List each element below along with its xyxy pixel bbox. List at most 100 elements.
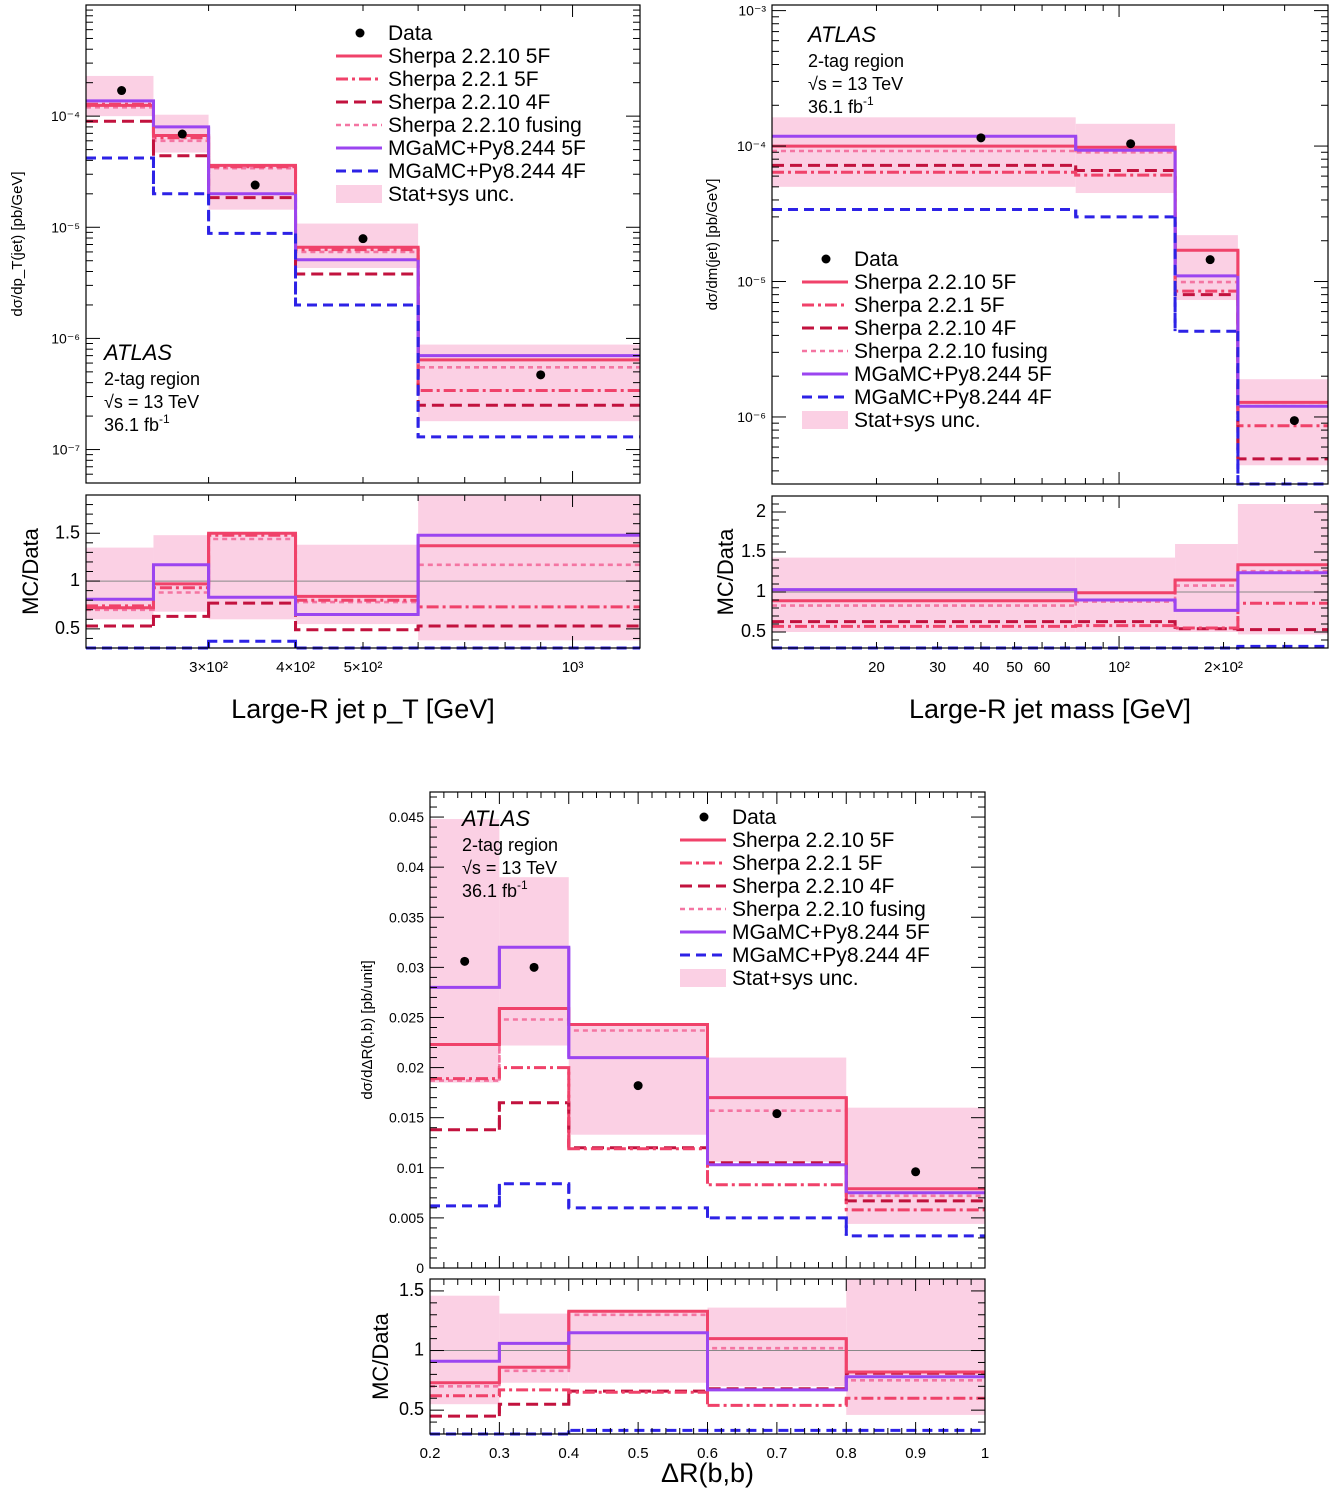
ratio-unc-band (208, 533, 296, 620)
data-point (1126, 139, 1136, 149)
legend-label: Sherpa 2.2.10 fusing (854, 340, 1048, 363)
ratio-unc-band (1075, 557, 1176, 632)
y-tick-label: 10⁻⁵ (51, 219, 80, 235)
y-axis-label: dσ/dm(jet) [pb/GeV] (704, 179, 721, 311)
ratio-plot: 20 30 40 50 60 10² 2×10² 0.5 1 1.5 2 MC/Data (713, 495, 1329, 676)
x-tick-label: 0.4 (558, 1445, 579, 1462)
unc-band (295, 223, 419, 269)
ratio-unc-band (772, 557, 1076, 632)
legend-entry-sfus: Sherpa 2.2.10 fusing (680, 898, 926, 921)
x-tick-label: 4×10² (276, 659, 315, 676)
y-tick-label: 10⁻⁴ (737, 138, 766, 154)
y-tick-label: 10⁻⁶ (737, 409, 766, 425)
legend-entry-mg4: MGaMC+Py8.244 4F (680, 944, 930, 967)
y-tick-label: 0.5 (399, 1399, 424, 1419)
legend-label: MGaMC+Py8.244 5F (854, 363, 1052, 386)
chart-pt: 10⁻⁷ 10⁻⁶ 10⁻⁵ 10⁻⁴ dσ/dp_T(jet) [pb/GeV] 3×1… (9, 4, 641, 724)
y-tick-label: 1.5 (399, 1280, 424, 1300)
region-label: 2-tag region (104, 369, 200, 389)
legend-data-marker (355, 28, 365, 38)
x-tick-label: 2×10² (1204, 659, 1243, 676)
legend-label: Sherpa 2.2.10 4F (388, 91, 550, 114)
legend-label: MGaMC+Py8.244 4F (854, 386, 1052, 409)
legend-label: Sherpa 2.2.10 4F (732, 875, 894, 898)
ratio-y-label: MC/Data (713, 528, 738, 616)
data-point (529, 962, 539, 972)
x-tick-label: 0.3 (489, 1445, 510, 1462)
data-point (976, 133, 986, 143)
data-point (1205, 255, 1215, 265)
x-axis-label: Large-R jet mass [GeV] (909, 694, 1191, 724)
data-point (250, 180, 260, 190)
legend-entry-s5: Sherpa 2.2.10 5F (336, 45, 550, 68)
legend-label: Data (854, 248, 899, 271)
unc-band (1175, 235, 1238, 301)
legend-label: Stat+sys unc. (388, 183, 515, 206)
x-tick-label: 20 (868, 659, 885, 676)
y-tick-label: 1 (414, 1340, 424, 1360)
x-axis-label: ΔR(b,b) (661, 1458, 754, 1488)
x-tick-label: 30 (929, 659, 946, 676)
y-tick-label: 10⁻⁴ (51, 108, 80, 124)
legend-entry-data: Data (699, 806, 777, 829)
ratio-unc-band (153, 535, 209, 612)
unc-band (499, 877, 569, 1046)
lumi-label: 36.1 fb-1 (104, 412, 170, 435)
energy-label: √s = 13 TeV (808, 74, 903, 94)
atlas-label: ATLAS (102, 340, 172, 365)
legend-entry-mg5: MGaMC+Py8.244 5F (802, 363, 1052, 386)
ratio-plot: 3×10² 4×10² 5×10² 10³ 0.5 1 1.5 MC/Data (18, 494, 641, 676)
unc-band (846, 1107, 985, 1224)
unc-band (418, 344, 640, 422)
y-tick-label: 0.03 (397, 959, 424, 975)
y-tick-label: 0.04 (397, 859, 424, 875)
y-tick-label: 0.015 (389, 1110, 424, 1126)
y-axis-label: dσ/dΔR(b,b) [pb/unit] (359, 960, 376, 1099)
legend-label: Stat+sys unc. (732, 967, 859, 990)
energy-label: √s = 13 TeV (104, 392, 199, 412)
main-frame (771, 4, 1329, 485)
legend-label: Sherpa 2.2.1 5F (732, 852, 883, 875)
legend-entry-unc: Stat+sys unc. (336, 183, 515, 206)
legend-unc-swatch (680, 969, 726, 987)
x-tick-label: 3×10² (189, 659, 228, 676)
legend-label: Sherpa 2.2.10 5F (732, 829, 894, 852)
legend-entry-sfus: Sherpa 2.2.10 fusing (336, 114, 582, 137)
main-plot: 10⁻⁶ 10⁻⁵ 10⁻⁴ 10⁻³ dσ/dm(jet) [pb/GeV] (704, 3, 1329, 486)
ratio-unc-band (1237, 504, 1328, 635)
legend-unc-swatch (802, 411, 848, 429)
region-label: 2-tag region (462, 835, 558, 855)
legend-entry-unc: Stat+sys unc. (680, 967, 859, 990)
legend-label: MGaMC+Py8.244 4F (732, 944, 930, 967)
legend-label: Data (388, 22, 433, 45)
y-tick-label: 10⁻⁶ (51, 330, 80, 346)
x-tick-label: 0.2 (420, 1445, 441, 1462)
y-tick-label: 0.045 (389, 809, 424, 825)
data-point (460, 956, 470, 966)
x-tick-label: 0.5 (628, 1445, 649, 1462)
data-point (358, 234, 368, 244)
legend-entry-sfus: Sherpa 2.2.10 fusing (802, 340, 1048, 363)
x-tick-label: 1 (981, 1445, 989, 1462)
main-plot: 10⁻⁷ 10⁻⁶ 10⁻⁵ 10⁻⁴ dσ/dp_T(jet) [pb/GeV] (9, 4, 641, 484)
ratio-plot: 0.2 0.3 0.4 0.5 0.6 0.7 0.8 0.9 1 0.5 1 1.5 MC/Data (368, 1278, 989, 1462)
legend-entry-data: Data (355, 22, 433, 45)
unc-band (430, 819, 500, 1083)
unc-band (86, 75, 154, 117)
y-tick-label: 0.025 (389, 1009, 424, 1025)
y-tick-label: 0.005 (389, 1210, 424, 1226)
ratio-y-label: MC/Data (368, 1312, 393, 1400)
x-tick-label: 5×10² (344, 659, 383, 676)
ratio-y-label: MC/Data (18, 527, 43, 615)
legend-label: Sherpa 2.2.10 4F (854, 317, 1016, 340)
legend-label: MGaMC+Py8.244 5F (732, 921, 930, 944)
unc-band (568, 1025, 708, 1135)
y-tick-label: 2 (756, 501, 766, 521)
x-tick-label: 60 (1034, 659, 1051, 676)
x-tick-label: 0.7 (766, 1445, 787, 1462)
legend-data-marker (699, 812, 709, 822)
legend-entry-mg5: MGaMC+Py8.244 5F (680, 921, 930, 944)
y-tick-label: 0.5 (55, 618, 80, 638)
legend-label: Sherpa 2.2.1 5F (388, 68, 539, 91)
